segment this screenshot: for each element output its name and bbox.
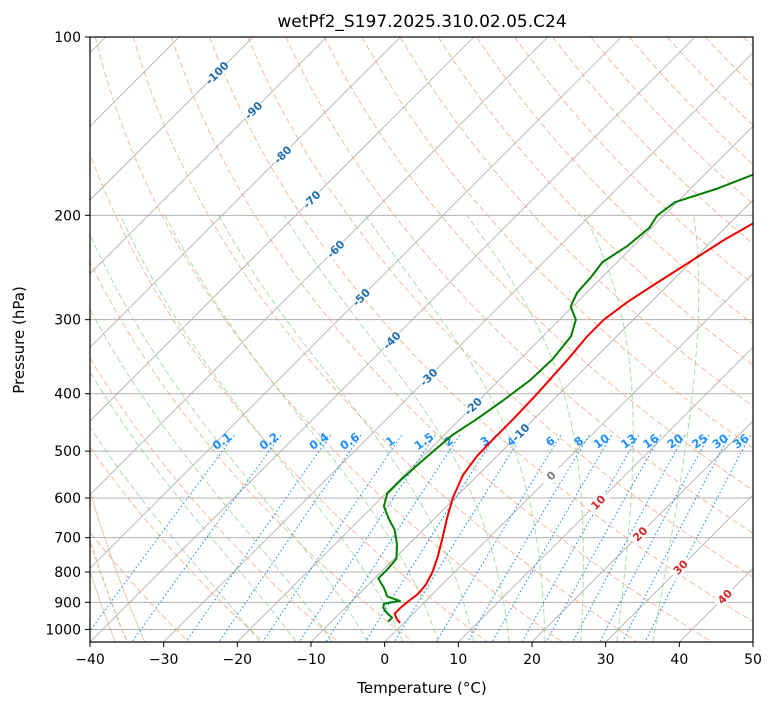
y-axis-label: Pressure (hPa) — [10, 286, 28, 394]
moist-adiabat — [90, 370, 297, 642]
moist-adiabat — [90, 233, 369, 642]
x-tick-label: −20 — [223, 652, 253, 668]
y-tick-label: 900 — [54, 595, 81, 611]
y-tick-label: 700 — [54, 531, 81, 547]
y-tick-label: 300 — [54, 313, 81, 329]
x-axis-label: Temperature (°C) — [356, 679, 486, 697]
x-tick-label: 30 — [597, 652, 615, 668]
mixing-ratio-line — [393, 434, 523, 642]
dry-adiabat — [590, 37, 753, 205]
x-tick-label: −40 — [75, 652, 105, 668]
isotherm-line — [90, 37, 254, 201]
isotherm-line — [310, 199, 753, 642]
dry-adiabat — [399, 37, 753, 407]
mixing-ratio-line — [467, 434, 590, 642]
dry-adiabat — [476, 37, 753, 325]
isotherm-line — [90, 37, 327, 275]
plot-area — [90, 37, 753, 642]
dry-adiabats — [90, 37, 753, 642]
x-tick-label: 20 — [523, 652, 541, 668]
dry-adiabat — [628, 37, 753, 166]
isotherm-label: 0 — [539, 463, 564, 488]
dry-adiabat — [94, 37, 563, 642]
y-tick-label: 200 — [54, 208, 81, 224]
dry-adiabat — [514, 37, 753, 285]
dry-adiabat — [90, 531, 190, 642]
sounding-traces — [377, 173, 753, 624]
isotherm-line — [605, 494, 753, 642]
moist-adiabat — [90, 426, 261, 642]
y-tick-label: 100 — [54, 30, 81, 46]
x-tick-label: 40 — [670, 652, 688, 668]
mixing-ratio-line — [435, 434, 562, 642]
mixing-ratio-line — [90, 434, 235, 632]
y-tick-label: 400 — [54, 387, 81, 403]
moist-adiabat — [583, 215, 634, 642]
isotherm-line — [458, 346, 753, 642]
mixing-ratio-line — [325, 434, 461, 642]
y-tick-label: 1000 — [45, 622, 81, 638]
x-tick-label: 0 — [380, 652, 389, 668]
dry-adiabat — [247, 37, 753, 578]
mixing-ratio-line — [545, 434, 662, 642]
dry-adiabat — [132, 37, 638, 642]
mixing-ratio-line — [491, 434, 613, 642]
x-tick-label: 50 — [744, 652, 762, 668]
moist-adiabat — [164, 215, 439, 642]
x-axis: −40 −30 −20 −10 0 10 20 30 40 50 — [75, 642, 762, 668]
dry-adiabat — [438, 37, 753, 366]
pressure-gridlines — [90, 37, 753, 630]
boundary-curve — [90, 489, 146, 642]
dewpoint-trace — [377, 173, 753, 623]
isotherm-line — [90, 37, 401, 348]
dry-adiabat — [361, 37, 753, 449]
mixing-ratio-line — [131, 434, 282, 642]
moist-adiabat — [283, 215, 510, 642]
plot-frame — [89, 36, 754, 643]
isotherm-line — [90, 37, 622, 569]
skewed-isotherms — [90, 37, 753, 642]
temperature-trace — [393, 222, 753, 624]
moist-adiabat — [364, 215, 546, 642]
x-tick-label: −10 — [296, 652, 326, 668]
y-tick-label: 800 — [54, 565, 81, 581]
isotherm-line — [163, 52, 753, 642]
isotherm-line — [90, 37, 475, 422]
isotherm-line — [384, 273, 753, 642]
isotherm-line — [90, 37, 548, 496]
x-tick-label: 10 — [449, 652, 467, 668]
moist-adiabat — [466, 215, 584, 642]
isotherm-line — [752, 641, 753, 642]
x-tick-label: −30 — [149, 652, 179, 668]
moist-adiabat — [218, 215, 475, 642]
mixing-ratio-line — [621, 434, 731, 642]
y-tick-label: 500 — [54, 444, 81, 460]
moist-adiabats — [90, 215, 700, 642]
mixing-ratio-line — [572, 434, 686, 642]
mixing-ratio-line — [218, 434, 362, 642]
isotherm-line — [237, 125, 753, 642]
dry-adiabat — [90, 260, 414, 642]
chart-title: wetPf2_S197.2025.310.02.05.C24 — [277, 12, 566, 32]
mixing-ratio-line — [644, 434, 751, 642]
mixing-ratio-line — [262, 434, 403, 642]
dry-adiabat — [171, 37, 713, 642]
moist-adiabat — [90, 308, 333, 642]
mixing-ratio-line — [364, 434, 497, 642]
y-axis: 1000 900 800 700 600 500 400 300 200 100 — [45, 30, 90, 638]
y-tick-label: 600 — [54, 491, 81, 507]
dry-adiabat — [209, 37, 753, 623]
dry-adiabat — [90, 446, 264, 642]
moist-adiabat — [652, 215, 700, 642]
